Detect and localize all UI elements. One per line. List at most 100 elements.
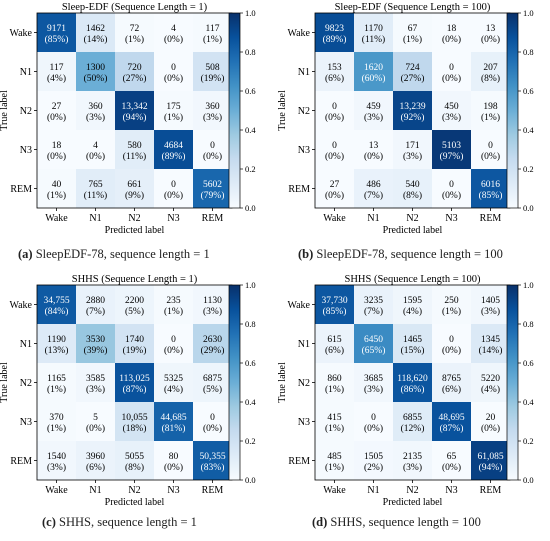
matrix-cell <box>354 363 393 402</box>
matrix-cell <box>37 363 76 402</box>
cell-percent-label: (3%) <box>364 384 383 395</box>
matrix-cell <box>193 285 232 324</box>
matrix-cell <box>37 13 76 52</box>
cell-percent-label: (4%) <box>47 73 66 84</box>
matrix-cell <box>76 52 115 91</box>
colorbar-tick-label: 1.0 <box>523 8 534 18</box>
matrix-cell <box>432 13 471 52</box>
colorbar-tick-label: 0.4 <box>523 125 534 135</box>
matrix-cell <box>354 402 393 441</box>
cell-count-label: 18 <box>52 141 62 151</box>
matrix-title: Sleep-EDF (Sequence Length = 100) <box>335 2 491 13</box>
cell-percent-label: (81%) <box>162 423 186 434</box>
matrix-cell <box>315 13 354 52</box>
cell-count-label: 540 <box>405 180 420 190</box>
cell-percent-label: (0%) <box>364 423 383 434</box>
cell-count-label: 6875 <box>203 374 222 384</box>
cell-percent-label: (13%) <box>45 345 69 356</box>
cell-percent-label: (3%) <box>86 384 105 395</box>
colorbar <box>506 12 519 209</box>
cell-count-label: 235 <box>166 296 181 306</box>
cell-percent-label: (94%) <box>123 112 147 123</box>
cell-percent-label: (0%) <box>442 34 461 45</box>
cell-percent-label: (87%) <box>440 423 464 434</box>
cell-percent-label: (0%) <box>164 73 183 84</box>
cell-percent-label: (6%) <box>442 384 461 395</box>
colorbar-tick-label: 0.8 <box>523 319 534 329</box>
colorbar-tick-label: 0.4 <box>245 125 256 135</box>
cell-percent-label: (3%) <box>47 462 66 473</box>
matrix-cell <box>393 324 432 363</box>
colorbar-tick-label: 0.6 <box>245 358 256 368</box>
matrix-cell <box>193 169 232 208</box>
colorbar-tick-label: 0.6 <box>245 86 256 96</box>
cell-count-label: 8765 <box>442 374 461 384</box>
matrix-cell <box>393 169 432 208</box>
cell-percent-label: (19%) <box>123 345 147 356</box>
matrix-cell <box>193 130 232 169</box>
cell-count-label: 1130 <box>203 296 222 306</box>
col-tick-label: N3 <box>445 485 457 496</box>
matrix-cell <box>115 130 154 169</box>
col-tick-label: N2 <box>406 485 418 496</box>
matrix-cell <box>154 13 193 52</box>
cell-count-label: 118,620 <box>397 374 428 384</box>
cell-count-label: 3585 <box>86 374 105 384</box>
matrix-cell <box>154 169 193 208</box>
matrix-cell <box>471 363 510 402</box>
cell-percent-label: (1%) <box>47 384 66 395</box>
cell-percent-label: (7%) <box>364 190 383 201</box>
matrix-cell <box>115 324 154 363</box>
cell-percent-label: (60%) <box>362 73 386 84</box>
cell-count-label: 5 <box>93 413 98 423</box>
cell-count-label: 2630 <box>203 335 222 345</box>
cell-count-label: 615 <box>327 335 342 345</box>
cell-percent-label: (3%) <box>442 112 461 123</box>
cell-percent-label: (0%) <box>442 190 461 201</box>
cell-count-label: 207 <box>483 63 498 73</box>
colorbar <box>506 284 519 481</box>
col-tick-label: REM <box>202 213 224 224</box>
cell-percent-label: (86%) <box>401 384 425 395</box>
cell-percent-label: (0%) <box>86 423 105 434</box>
cell-count-label: 2200 <box>125 296 144 306</box>
col-tick-label: N2 <box>406 213 418 224</box>
row-tick-label: N2 <box>20 106 32 117</box>
row-tick-label: Wake <box>287 300 310 311</box>
cell-count-label: 450 <box>444 102 459 112</box>
cell-percent-label: (29%) <box>201 345 225 356</box>
cell-count-label: 72 <box>130 24 140 34</box>
matrix-cell <box>354 52 393 91</box>
y-axis-label: True label <box>277 362 288 403</box>
matrix-cell <box>471 285 510 324</box>
matrix-cell <box>76 130 115 169</box>
confusion-matrix-4: SHHS (Sequence Length = 100) 37,730(85%) 3… <box>277 274 534 508</box>
cell-count-label: 3960 <box>86 452 105 462</box>
matrix-cell <box>315 91 354 130</box>
matrix-cell <box>154 363 193 402</box>
matrix-cell <box>193 402 232 441</box>
cell-percent-label: (1%) <box>325 423 344 434</box>
matrix-cell <box>115 52 154 91</box>
col-tick-label: REM <box>480 485 502 496</box>
cell-percent-label: (4%) <box>403 306 422 317</box>
colorbar-tick-label: 0.4 <box>523 397 534 407</box>
matrix-cell <box>37 324 76 363</box>
row-tick-label: N1 <box>20 67 32 78</box>
cell-count-label: 50,355 <box>199 452 225 462</box>
col-tick-label: REM <box>480 213 502 224</box>
col-tick-label: N1 <box>89 485 101 496</box>
matrix-cell <box>393 13 432 52</box>
cell-percent-label: (0%) <box>164 34 183 45</box>
cell-percent-label: (3%) <box>203 112 222 123</box>
cell-count-label: 765 <box>88 180 103 190</box>
cell-percent-label: (7%) <box>364 306 383 317</box>
matrix-cell <box>432 441 471 480</box>
row-tick-label: N1 <box>298 67 310 78</box>
cell-count-label: 1505 <box>364 452 383 462</box>
matrix-cell <box>354 169 393 208</box>
matrix-cell <box>432 130 471 169</box>
col-tick-label: N3 <box>445 213 457 224</box>
cell-percent-label: (0%) <box>47 112 66 123</box>
caption-b-label: (b) <box>298 247 314 261</box>
